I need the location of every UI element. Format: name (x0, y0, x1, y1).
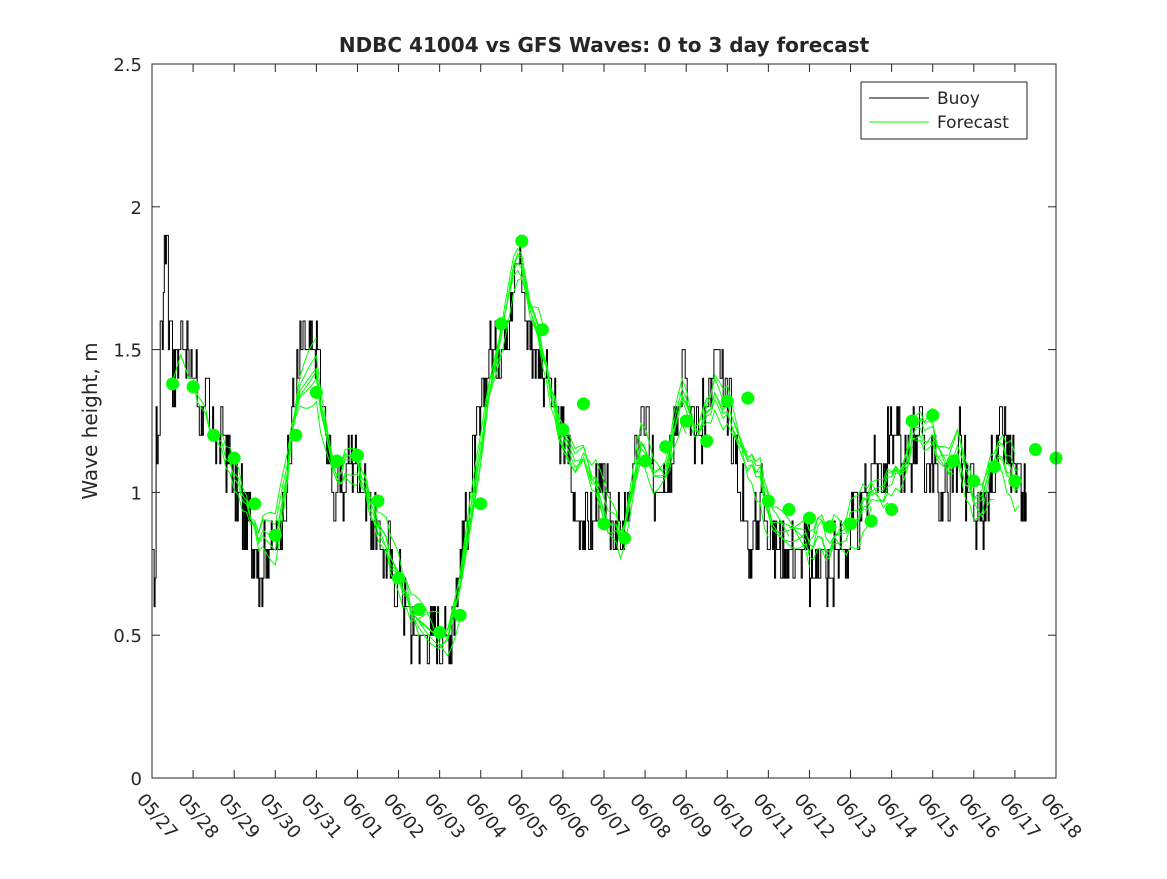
forecast-point (700, 434, 714, 448)
forecast-line (624, 377, 749, 531)
forecast-line (521, 264, 646, 560)
y-tick-label: 2.5 (113, 55, 142, 76)
y-axis: 0 0.5 1 1.5 2 2.5 (113, 55, 1056, 790)
forecast-line (295, 367, 420, 637)
forecast-point (268, 528, 282, 542)
chart-title: NDBC 41004 vs GFS Waves: 0 to 3 day fore… (339, 33, 870, 57)
legend: Buoy Forecast (860, 81, 1028, 140)
forecast-point (207, 428, 221, 442)
forecast-point (1008, 474, 1022, 488)
plot-area (152, 64, 1056, 778)
forecast-line (665, 387, 790, 537)
forecast-point (186, 380, 200, 394)
forecast-point (494, 317, 508, 331)
forecast-point (864, 514, 878, 528)
forecast-point (741, 391, 755, 405)
forecast-point (761, 494, 775, 508)
forecast-point (289, 428, 303, 442)
forecast-point (248, 497, 262, 511)
forecast-line (459, 253, 584, 586)
forecast-point (823, 520, 837, 534)
forecast-point (659, 440, 673, 454)
y-tick-label: 0.5 (113, 626, 142, 647)
forecast-line (747, 464, 872, 556)
forecast-line (685, 391, 810, 568)
forecast-line (809, 407, 934, 552)
forecast-point (905, 414, 919, 428)
legend-buoy-label: Buoy (937, 89, 980, 109)
forecast-line (932, 436, 1020, 500)
forecast-point (597, 517, 611, 531)
forecast-point (453, 608, 467, 622)
forecast-point (535, 323, 549, 337)
forecast-line (603, 376, 728, 542)
forecast-point (885, 503, 899, 517)
y-tick-label: 2 (131, 198, 142, 219)
forecast-point (782, 503, 796, 517)
forecast-line (644, 374, 769, 538)
forecast-line (767, 480, 893, 562)
y-tick-label: 1 (131, 483, 142, 504)
forecast-point (556, 423, 570, 437)
forecast-point (350, 448, 364, 462)
forecast-line (213, 400, 338, 535)
forecast-point (330, 454, 344, 468)
forecast-point (1028, 443, 1042, 457)
forecast-point (638, 454, 652, 468)
forecast-line (172, 353, 297, 534)
forecast-series-layer (166, 234, 1063, 657)
forecast-point (576, 397, 590, 411)
forecast-line (315, 373, 440, 623)
forecast-point (679, 414, 693, 428)
forecast-point (166, 377, 180, 391)
forecast-point (987, 460, 1001, 474)
forecast-point (309, 385, 323, 399)
forecast-point (433, 625, 447, 639)
forecast-point (844, 517, 858, 531)
forecast-point (967, 474, 981, 488)
forecast-point (946, 454, 960, 468)
legend-forecast-label: Forecast (937, 113, 1009, 133)
legend-box (860, 81, 1028, 140)
forecast-point (720, 394, 734, 408)
forecast-point (474, 497, 488, 511)
forecast-line (912, 426, 1020, 513)
forecast-point (515, 234, 529, 248)
y-axis-label: Wave height, m (78, 342, 102, 499)
forecast-point (802, 511, 816, 525)
y-tick-label: 0 (131, 769, 142, 790)
forecast-line (541, 351, 667, 534)
forecast-point (926, 408, 940, 422)
forecast-point (227, 451, 241, 465)
y-tick-label: 1.5 (113, 341, 142, 362)
forecast-point (371, 494, 385, 508)
forecast-point (412, 602, 426, 616)
forecast-line (500, 255, 625, 536)
forecast-point (618, 531, 632, 545)
forecast-point (392, 571, 406, 585)
